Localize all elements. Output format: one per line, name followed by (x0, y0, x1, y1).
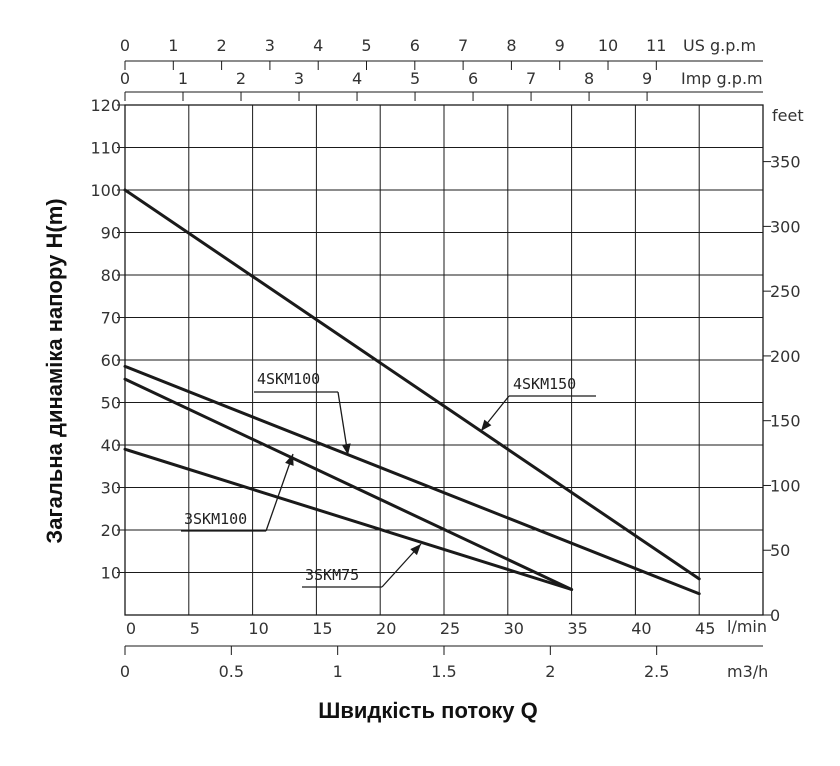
y-tick-label-feet: 0 (770, 606, 780, 625)
curves: 4SKM150 4SKM100 3SKM100 3SKM75 (123, 188, 701, 596)
y-tick-label-m: 20 (101, 521, 121, 540)
x-tick-label-us: 11 (646, 36, 666, 55)
y-tick-label-m: 40 (101, 436, 121, 455)
series-label-3skm75: 3SKM75 (305, 566, 359, 584)
x-tick-label-imp: 6 (468, 69, 478, 88)
x-tick-label-imp: 8 (584, 69, 594, 88)
y-tick-label-m: 120 (90, 96, 121, 115)
x-tick-label-us: 1 (168, 36, 178, 55)
x-tick-label-m3h: 0 (120, 662, 130, 681)
x-tick-label-us: 9 (555, 36, 565, 55)
series-line-3skm75 (123, 447, 574, 591)
y-tick-label-feet: 50 (770, 541, 790, 560)
x-tick-label-imp: 2 (236, 69, 246, 88)
x-tick-label-imp: 0 (120, 69, 130, 88)
x-tick-label-lmin: 45 (695, 619, 715, 638)
y-tick-label-m: 100 (90, 181, 121, 200)
y-tick-label-m: 30 (101, 479, 121, 498)
x-tick-label-m3h: 0.5 (219, 662, 244, 681)
x-tick-label-lmin: 0 (126, 619, 136, 638)
m3h-unit: m3/h (727, 662, 768, 681)
y-tick-label-m: 80 (101, 266, 121, 285)
x-tick-label-lmin: 25 (440, 619, 460, 638)
x-tick-label-imp: 5 (410, 69, 420, 88)
series-line-4skm100 (123, 364, 701, 596)
arrowhead (481, 419, 492, 431)
grid (125, 105, 763, 615)
y-axis-title: Загальна динаміка напору H(m) (42, 198, 67, 543)
y-tick-label-feet: 200 (770, 347, 801, 366)
leader-line (265, 453, 294, 532)
y-tick-label-m: 70 (101, 309, 121, 328)
x-tick-label-us: 2 (217, 36, 227, 55)
x-tick-label-imp: 4 (352, 69, 362, 88)
x-tick-label-lmin: 40 (631, 619, 651, 638)
y-tick-label-m: 50 (101, 394, 121, 413)
y-tick-label-feet: 150 (770, 412, 801, 431)
x-tick-label-m3h: 1.5 (431, 662, 456, 681)
x-tick-label-us: 10 (598, 36, 618, 55)
x-tick-label-us: 4 (313, 36, 323, 55)
x-tick-label-m3h: 2 (545, 662, 555, 681)
y-tick-label-m: 90 (101, 224, 121, 243)
imp-gpm-unit: Imp g.p.m (681, 69, 763, 88)
x-axis-title: Швидкість потоку Q (318, 698, 537, 723)
x-tick-label-us: 7 (458, 36, 468, 55)
y-tick-label-m: 60 (101, 351, 121, 370)
x-tick-label-m3h: 2.5 (644, 662, 669, 681)
feet-unit: feet (772, 106, 804, 125)
series-label-4skm150: 4SKM150 (513, 375, 576, 393)
tick-labels: 1020304050607080901001101200501001502002… (90, 36, 800, 681)
arrowhead (410, 544, 421, 556)
y-tick-label-feet: 300 (770, 217, 801, 236)
y-tick-label-m: 10 (101, 564, 121, 583)
x-tick-label-m3h: 1 (333, 662, 343, 681)
x-tick-label-us: 5 (361, 36, 371, 55)
series-line-3skm100 (123, 377, 574, 591)
x-tick-label-imp: 9 (642, 69, 652, 88)
x-tick-label-imp: 1 (178, 69, 188, 88)
x-tick-label-us: 6 (410, 36, 420, 55)
x-tick-label-us: 8 (506, 36, 516, 55)
x-tick-label-lmin: 5 (190, 619, 200, 638)
us-gpm-unit: US g.p.m (683, 36, 756, 55)
x-tick-label-lmin: 35 (567, 619, 587, 638)
x-tick-label-us: 3 (265, 36, 275, 55)
arrowhead (341, 443, 351, 455)
x-tick-label-lmin: 30 (504, 619, 524, 638)
arrowhead (285, 454, 294, 466)
y-tick-label-feet: 250 (770, 282, 801, 301)
x-tick-label-imp: 3 (294, 69, 304, 88)
x-tick-label-us: 0 (120, 36, 130, 55)
series-label-4skm100: 4SKM100 (257, 370, 320, 388)
y-tick-label-feet: 100 (770, 476, 801, 495)
x-tick-label-lmin: 20 (376, 619, 396, 638)
lmin-unit: l/min (727, 617, 767, 636)
y-tick-label-m: 110 (90, 139, 121, 158)
x-tick-label-lmin: 10 (248, 619, 268, 638)
series-line-4skm150 (123, 188, 701, 581)
x-tick-label-lmin: 15 (312, 619, 332, 638)
series-label-3skm100: 3SKM100 (184, 510, 247, 528)
y-tick-label-feet: 350 (770, 153, 801, 172)
x-tick-label-imp: 7 (526, 69, 536, 88)
